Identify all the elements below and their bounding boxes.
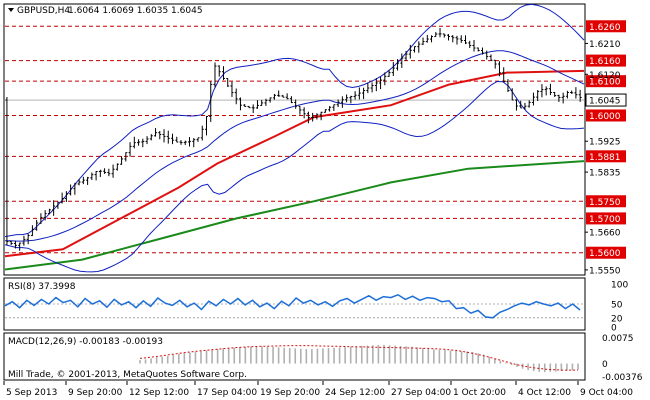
macd-panel: 0.0075 0 -0.00376 MACD(12,26,9) -0.00183 -… [3,332,643,383]
macd-title: MACD(12,26,9) -0.00183 -0.00193 [8,337,163,347]
price-tick-label: 1.5550 [589,266,621,276]
price-candles [5,28,582,251]
price-level-tag [586,109,626,122]
price-level-label: 1.5700 [589,215,621,225]
time-tick-label: 9 Sep 20:00 [68,388,123,398]
band-lower-line [4,80,585,273]
current-price-tag [585,93,627,107]
price-level-tag [586,212,626,225]
macd-signal-line [139,345,578,371]
time-tick-label: 19 Sep 20:00 [260,388,320,398]
macd-tick-label: 0 [602,360,608,370]
price-level-label: 1.6100 [589,78,621,88]
price-tick-label: 1.5660 [589,229,621,239]
price-tick-label: 1.5925 [589,138,621,148]
time-tick-label: 27 Sep 04:00 [391,388,451,398]
band-middle-line [4,50,585,242]
price-level-label: 1.6000 [589,112,621,122]
price-level-tag [586,54,626,67]
rsi-panel: 100 50 200 RSI(8) 37.3998 [3,277,628,334]
macd-y-axis: 0.0075 0 -0.00376 [602,334,643,383]
ma-fast-line [4,69,585,258]
rsi-tick-label: 0 [611,324,617,334]
price-panel: 1.6260 1.6160 1.6100 1.6000 1.5881 1.5750 1.57… [3,3,627,276]
time-tick-label: 4 Oct 12:00 [518,388,571,398]
time-tick-label: 17 Sep 04:00 [197,388,257,398]
price-level-tag [586,246,626,259]
price-level-tag [586,195,626,208]
current-price-label: 1.6045 [589,97,621,107]
price-y-axis: 1.6260 1.6160 1.6100 1.6000 1.5881 1.5750 1.57… [585,20,627,276]
price-level-label: 1.5600 [589,249,621,259]
macd-tick-label: 0.0075 [602,334,634,344]
price-level-tag [586,150,626,163]
panel-menu-triangle-icon[interactable] [8,8,14,12]
time-tick-label: 12 Sep 12:00 [129,388,189,398]
time-tick-label: 9 Oct 04:00 [580,388,633,398]
price-level-label: 1.5881 [589,153,621,163]
copyright-text: Mill Trade, © 2001-2013, MetaQuotes Soft… [8,370,247,380]
rsi-levels [5,303,584,319]
price-level-label: 1.6160 [589,57,621,67]
price-level-tag [586,75,626,88]
time-tick-label: 24 Sep 12:00 [325,388,385,398]
rsi-tick-label: 100 [611,281,628,291]
symbol-label: GBPUSD,H4 [17,6,70,16]
macd-histogram [139,344,579,373]
moving-averages [4,69,585,271]
ohlc-readout: 1.6064 1.6069 1.6035 1.6045 [68,6,203,16]
price-tick-label: 1.6120 [589,71,621,81]
time-tick-label: 5 Sep 2013 [6,388,57,398]
band-upper-line [4,3,585,238]
price-level-label: 1.5750 [589,198,621,208]
time-axis: 5 Sep 2013 9 Sep 20:00 12 Sep 12:00 17 Sep … [3,381,633,398]
price-tick-label: 1.6210 [589,40,621,50]
rsi-tick-label: 50 [611,301,623,311]
price-level-tag [586,20,626,33]
rsi-title: RSI(8) 37.3998 [8,282,76,292]
bollinger-bands [4,3,585,273]
time-tick-label: 1 Oct 20:00 [453,388,506,398]
rsi-y-axis: 100 50 200 [611,281,628,334]
price-levels [5,25,584,254]
rsi-line [4,293,581,319]
rsi-tick-label: 20 [611,314,623,324]
price-tick-label: 1.5835 [589,169,621,179]
price-level-label: 1.6260 [589,23,621,33]
macd-tick-label: -0.00376 [602,373,643,383]
ma-slow-line [4,160,585,271]
